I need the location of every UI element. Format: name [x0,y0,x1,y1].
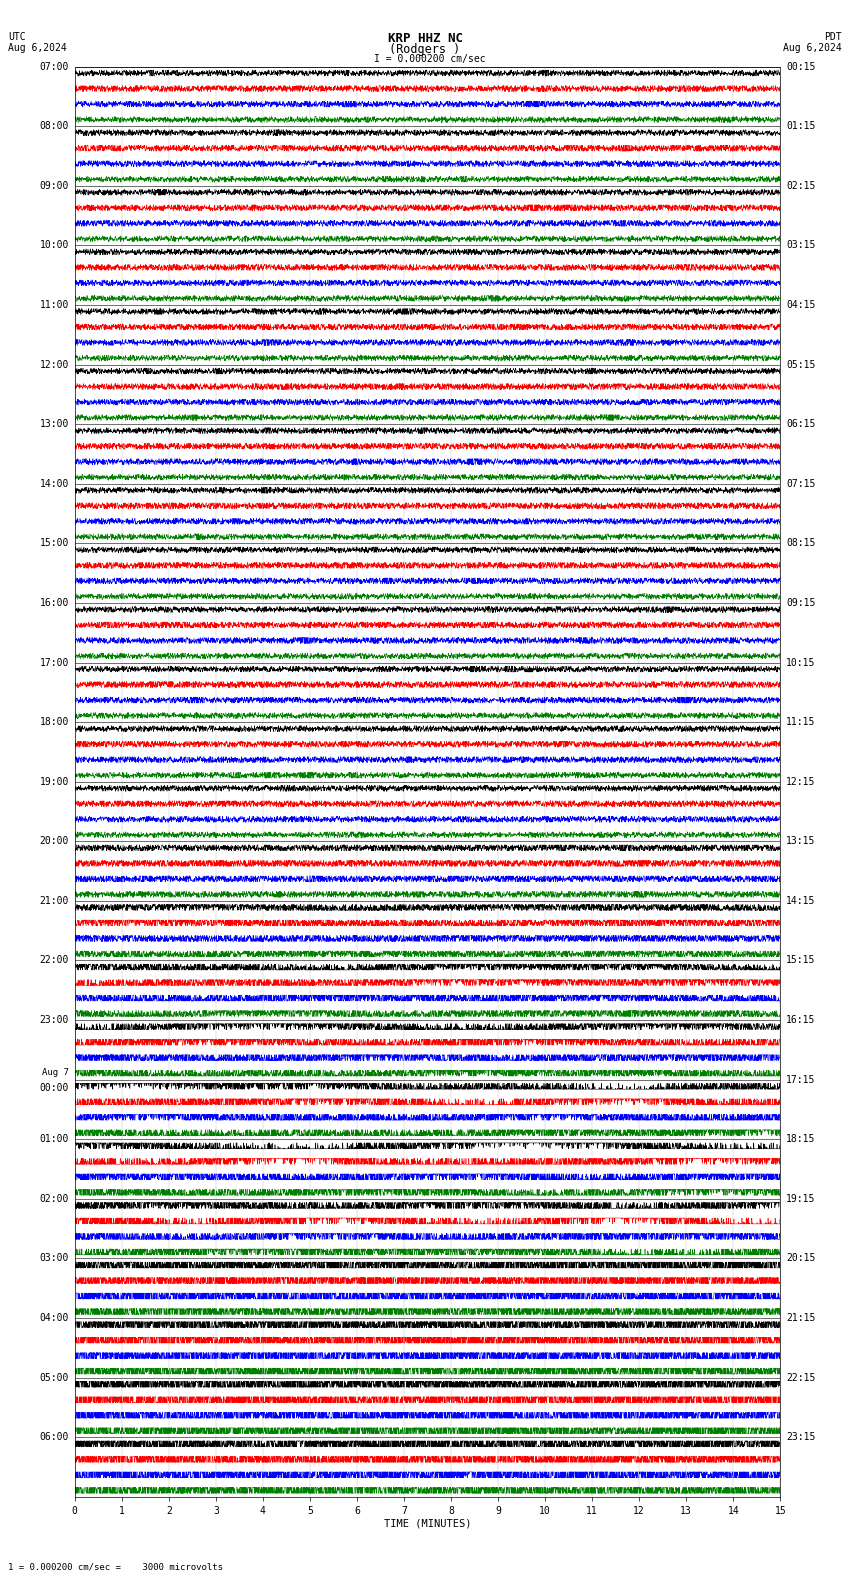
Text: 21:15: 21:15 [786,1313,815,1323]
Text: UTC: UTC [8,32,26,41]
Text: 23:00: 23:00 [40,1015,69,1025]
Text: 15:00: 15:00 [40,539,69,548]
Text: 00:15: 00:15 [786,62,815,71]
Text: 06:00: 06:00 [40,1432,69,1443]
Text: 14:15: 14:15 [786,897,815,906]
Text: 03:15: 03:15 [786,241,815,250]
Text: 04:15: 04:15 [786,299,815,310]
Text: 19:00: 19:00 [40,776,69,787]
Text: 14:00: 14:00 [40,478,69,489]
Text: 13:00: 13:00 [40,420,69,429]
Text: 11:15: 11:15 [786,718,815,727]
Text: (Rodgers ): (Rodgers ) [389,43,461,55]
Text: 19:15: 19:15 [786,1194,815,1204]
Text: 16:00: 16:00 [40,597,69,608]
Text: 06:15: 06:15 [786,420,815,429]
Text: Aug 6,2024: Aug 6,2024 [8,43,67,52]
Text: 12:00: 12:00 [40,360,69,369]
Text: 01:00: 01:00 [40,1134,69,1144]
Text: 18:00: 18:00 [40,718,69,727]
Text: 17:15: 17:15 [786,1074,815,1085]
Text: Aug 6,2024: Aug 6,2024 [783,43,842,52]
Text: 09:15: 09:15 [786,597,815,608]
Text: Aug 7: Aug 7 [42,1068,69,1077]
Text: 13:15: 13:15 [786,836,815,846]
Text: 22:15: 22:15 [786,1373,815,1383]
Text: 21:00: 21:00 [40,897,69,906]
Text: 15:15: 15:15 [786,955,815,966]
Text: 22:00: 22:00 [40,955,69,966]
X-axis label: TIME (MINUTES): TIME (MINUTES) [384,1519,471,1529]
Text: 04:00: 04:00 [40,1313,69,1323]
Text: 20:00: 20:00 [40,836,69,846]
Text: I = 0.000200 cm/sec: I = 0.000200 cm/sec [374,54,485,63]
Text: 07:15: 07:15 [786,478,815,489]
Text: 11:00: 11:00 [40,299,69,310]
Text: 09:00: 09:00 [40,181,69,190]
Text: 03:00: 03:00 [40,1253,69,1264]
Text: 18:15: 18:15 [786,1134,815,1144]
Text: 05:00: 05:00 [40,1373,69,1383]
Text: 20:15: 20:15 [786,1253,815,1264]
Text: 12:15: 12:15 [786,776,815,787]
Text: 02:00: 02:00 [40,1194,69,1204]
Text: 1 = 0.000200 cm/sec =    3000 microvolts: 1 = 0.000200 cm/sec = 3000 microvolts [8,1562,224,1571]
Text: 08:15: 08:15 [786,539,815,548]
Text: PDT: PDT [824,32,842,41]
Text: 17:00: 17:00 [40,657,69,667]
Text: 10:15: 10:15 [786,657,815,667]
Text: KRP HHZ NC: KRP HHZ NC [388,32,462,44]
Text: 23:15: 23:15 [786,1432,815,1443]
Text: 16:15: 16:15 [786,1015,815,1025]
Text: 07:00: 07:00 [40,62,69,71]
Text: 01:15: 01:15 [786,120,815,131]
Text: 08:00: 08:00 [40,120,69,131]
Text: 05:15: 05:15 [786,360,815,369]
Text: 10:00: 10:00 [40,241,69,250]
Text: 00:00: 00:00 [40,1083,69,1093]
Text: 02:15: 02:15 [786,181,815,190]
